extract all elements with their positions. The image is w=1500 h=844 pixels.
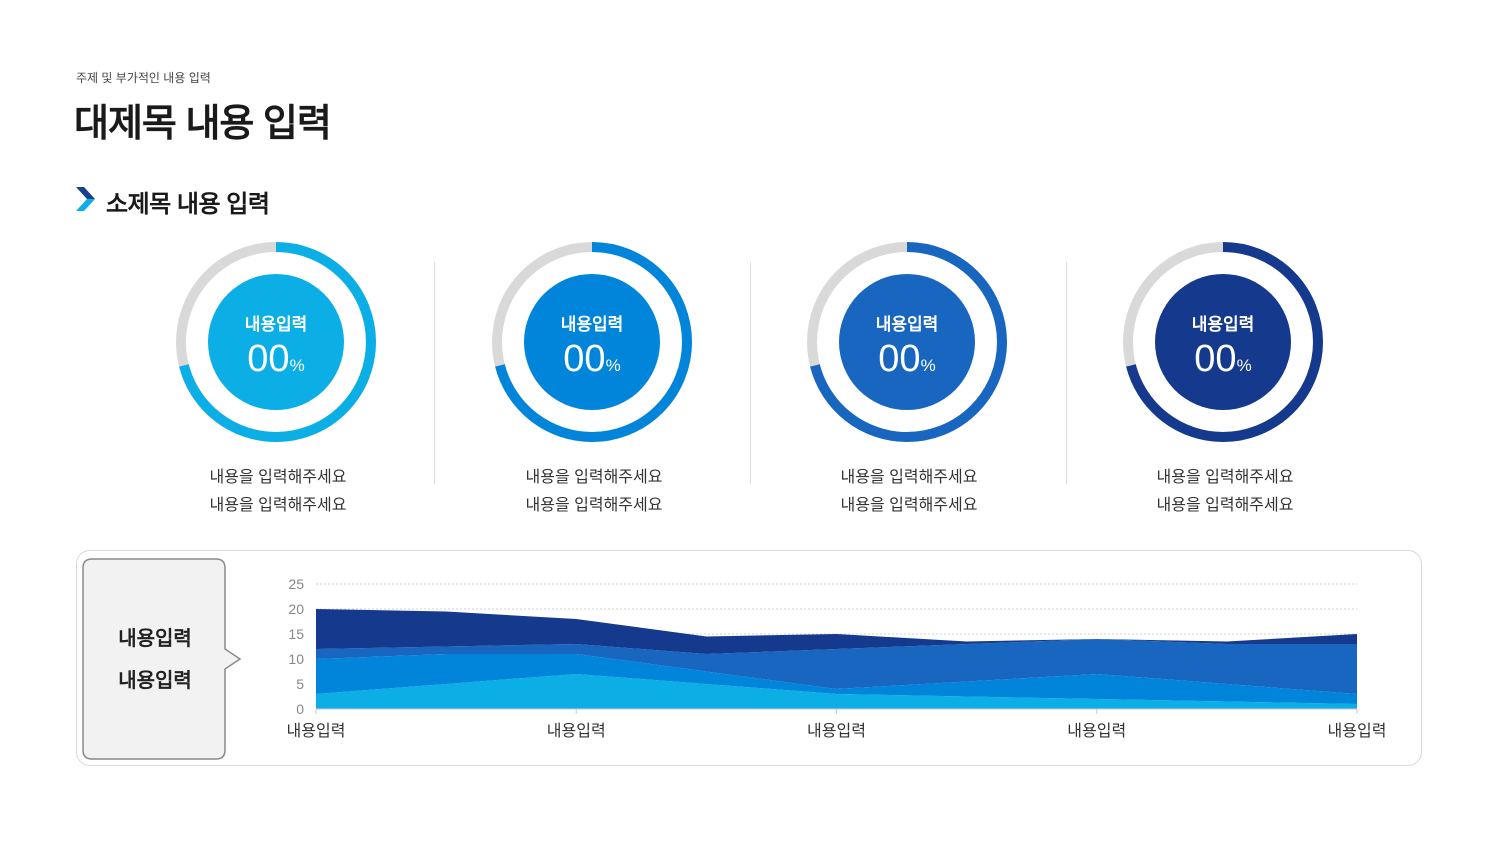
chart-panel [76, 550, 1422, 766]
divider [434, 262, 435, 484]
gauge-arc [176, 242, 376, 442]
y-tick-label: 5 [296, 676, 304, 692]
gauge-desc-line: 내용을 입력해주세요 [840, 497, 978, 514]
gauge-number: 00 [878, 338, 921, 380]
gauge-unit: % [1236, 356, 1252, 375]
gauge-row: 내용입력 00% 내용을 입력해주세요 내용을 입력해주세요 내용입력 00% … [120, 238, 1382, 528]
gauge-desc-line: 내용을 입력해주세요 [1156, 497, 1294, 514]
gauge-label: 내용입력 [560, 315, 624, 334]
page-subtitle: 주제 및 부가적인 내용 입력 [76, 71, 211, 85]
gauge-center: 내용입력 00% [208, 274, 344, 410]
y-tick-label: 0 [296, 701, 304, 717]
area-series [316, 654, 1357, 704]
section-title: 소제목 내용 입력 [106, 191, 270, 218]
gauge-label: 내용입력 [244, 315, 308, 334]
gauge-value: 00% [208, 339, 344, 386]
y-tick-label: 15 [288, 626, 304, 642]
gauge-number: 00 [1194, 338, 1237, 380]
donut-ring [492, 242, 692, 442]
callout-box: 내용입력 내용입력 [82, 558, 244, 760]
gauge-arc [1123, 242, 1323, 442]
y-tick-label: 10 [288, 651, 304, 667]
gauge-desc-line: 내용을 입력해주세요 [1156, 469, 1294, 486]
gauge-desc-line: 내용을 입력해주세요 [209, 497, 347, 514]
gauge-card: 내용입력 00% 내용을 입력해주세요 내용을 입력해주세요 [1067, 238, 1383, 528]
divider [750, 262, 751, 484]
gauge-desc-line: 내용을 입력해주세요 [840, 469, 978, 486]
area-series [316, 674, 1357, 709]
gauge-desc-line: 내용을 입력해주세요 [209, 469, 347, 486]
gauge-card: 내용입력 00% 내용을 입력해주세요 내용을 입력해주세요 [751, 238, 1067, 528]
divider [1066, 262, 1067, 484]
callout-shape [82, 558, 242, 760]
y-tick-label: 25 [288, 576, 304, 592]
area-series [316, 609, 1357, 654]
x-tick-label: 내용입력 [547, 722, 606, 740]
area-series [316, 639, 1357, 694]
x-tick-label: 내용입력 [287, 722, 346, 740]
gauge-label: 내용입력 [875, 315, 939, 334]
y-tick-label: 20 [288, 601, 304, 617]
gauge-desc-line: 내용을 입력해주세요 [525, 497, 663, 514]
x-tick-label: 내용입력 [1067, 722, 1126, 740]
x-tick-label: 내용입력 [1328, 722, 1387, 740]
gauge-unit: % [920, 356, 936, 375]
gauge-card: 내용입력 00% 내용을 입력해주세요 내용을 입력해주세요 [436, 238, 752, 528]
gauge-description: 내용을 입력해주세요 내용을 입력해주세요 [751, 464, 1067, 520]
gauge-value: 00% [1155, 339, 1291, 386]
gauge-number: 00 [247, 338, 290, 380]
callout-line: 내용입력 [118, 628, 192, 650]
donut-ring [1123, 242, 1323, 442]
x-tick-label: 내용입력 [807, 722, 866, 740]
gauge-description: 내용을 입력해주세요 내용을 입력해주세요 [120, 464, 436, 520]
gauge-center: 내용입력 00% [524, 274, 660, 410]
gauge-arc [807, 242, 1007, 442]
chevron-right-icon [76, 187, 95, 211]
callout-line: 내용입력 [118, 670, 192, 692]
donut-ring [807, 242, 1007, 442]
gauge-value: 00% [524, 339, 660, 386]
gauge-unit: % [289, 356, 305, 375]
gauge-value: 00% [839, 339, 975, 386]
gauge-label: 내용입력 [1191, 315, 1255, 334]
stacked-area-chart: 0 5 10 15 20 25 내용입력 내용입력 내용입력 내용입력 내용입력 [287, 576, 1387, 740]
gauge-card: 내용입력 00% 내용을 입력해주세요 내용을 입력해주세요 [120, 238, 436, 528]
gauge-unit: % [605, 356, 621, 375]
gauge-description: 내용을 입력해주세요 내용을 입력해주세요 [1067, 464, 1383, 520]
gauge-desc-line: 내용을 입력해주세요 [525, 469, 663, 486]
gauge-center: 내용입력 00% [1155, 274, 1291, 410]
donut-ring [176, 242, 376, 442]
page-title: 대제목 내용 입력 [74, 103, 332, 145]
gauge-number: 00 [563, 338, 606, 380]
gauge-center: 내용입력 00% [839, 274, 975, 410]
gauge-description: 내용을 입력해주세요 내용을 입력해주세요 [436, 464, 752, 520]
gauge-arc [492, 242, 692, 442]
